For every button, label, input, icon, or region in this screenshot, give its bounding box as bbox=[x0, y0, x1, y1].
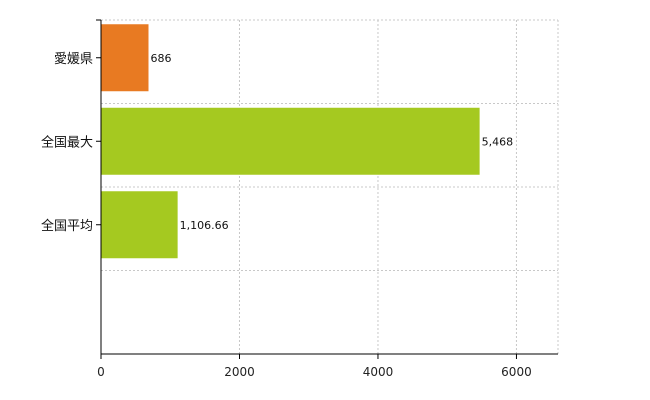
bar bbox=[101, 107, 480, 175]
y-category-label: 全国平均 bbox=[41, 218, 93, 234]
data-label: 1,106.66 bbox=[180, 219, 229, 232]
grid-layer bbox=[101, 19, 559, 354]
x-tick-label: 2000 bbox=[224, 365, 255, 379]
data-label: 5,468 bbox=[482, 135, 513, 148]
bar bbox=[101, 24, 149, 92]
x-tick-label: 6000 bbox=[501, 365, 532, 379]
data-label: 686 bbox=[151, 52, 172, 65]
y-category-label: 全国最大 bbox=[41, 134, 93, 150]
x-tick-label: 4000 bbox=[363, 365, 394, 379]
label-layer: 0 2000 4000 6000 686 愛媛県 5,468 全国最大 1,106.66 全国平均 bbox=[41, 52, 532, 379]
axis-layer bbox=[96, 19, 558, 359]
x-tick-label: 0 bbox=[97, 365, 105, 379]
y-category-label: 愛媛県 bbox=[54, 52, 93, 67]
bar bbox=[101, 191, 178, 259]
bar-layer bbox=[101, 24, 480, 259]
